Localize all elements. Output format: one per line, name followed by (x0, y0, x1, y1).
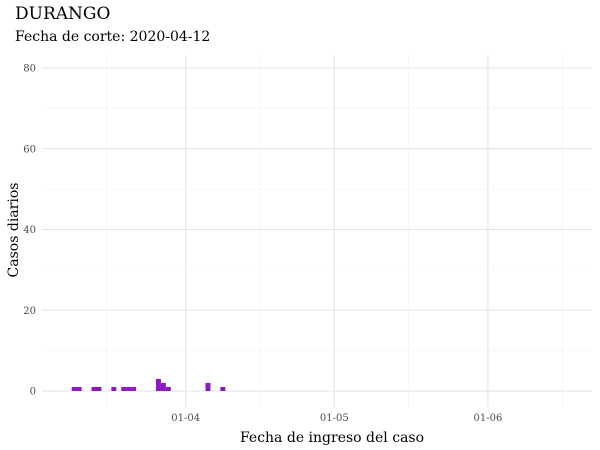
y-tick-label: 0 (30, 387, 36, 398)
daily-case-bar (111, 386, 117, 391)
daily-case-bar (155, 378, 161, 391)
y-tick-label: 60 (23, 144, 36, 155)
daily-case-bar (76, 386, 82, 391)
y-tick-label: 80 (23, 64, 36, 75)
daily-case-bar (91, 386, 97, 391)
x-tick-label: 01-05 (320, 413, 349, 424)
daily-case-bar (126, 386, 132, 391)
daily-case-bar (165, 386, 171, 391)
grid-layer (42, 55, 592, 407)
daily-case-bar (96, 386, 102, 391)
x-tick-label: 01-04 (171, 413, 200, 424)
x-axis-title: Fecha de ingreso del caso (240, 430, 424, 446)
y-axis-title: Casos diarios (6, 183, 22, 278)
daily-case-bar (71, 386, 77, 391)
daily-case-bar (220, 386, 226, 391)
y-tick-label: 20 (23, 306, 36, 317)
daily-case-bar (205, 382, 211, 391)
y-tick-label: 40 (23, 225, 36, 236)
ticks-layer: 0 20 40 60 80 01-04 01-05 01-06 (23, 64, 502, 425)
daily-case-bar (131, 386, 137, 391)
x-tick-label: 01-06 (474, 413, 503, 424)
daily-case-bar (121, 386, 127, 391)
bars-layer (71, 378, 226, 391)
chart-subtitle: Fecha de corte: 2020-04-12 (15, 29, 211, 45)
chart-title: DURANGO (15, 4, 111, 24)
daily-case-bar (160, 382, 166, 391)
